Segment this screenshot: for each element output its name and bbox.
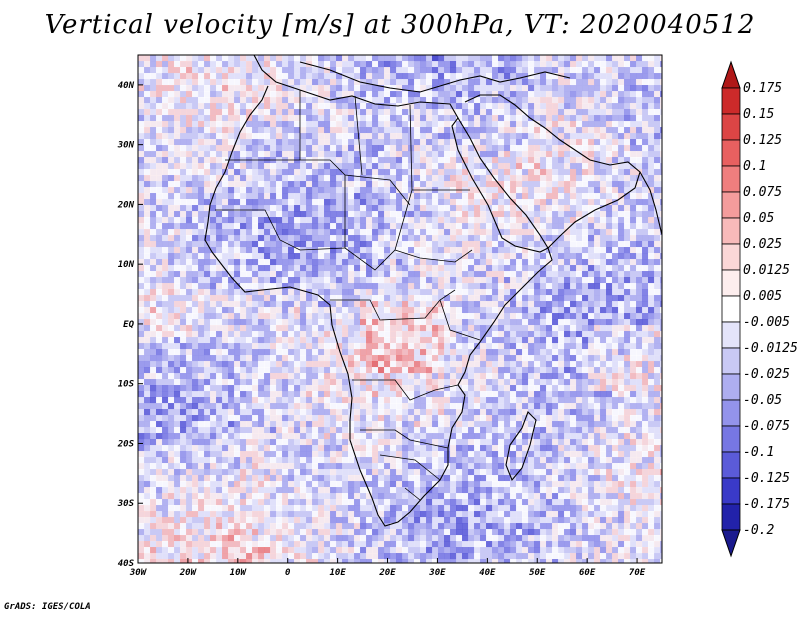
colorbar-label: -0.175 xyxy=(743,497,790,512)
page-title: Vertical velocity [m/s] at 300hPa, VT: 2… xyxy=(44,10,756,40)
colorbar-swatch xyxy=(721,477,741,505)
colorbar-label: -0.0125 xyxy=(743,341,798,356)
plot-frame xyxy=(137,54,663,564)
colorbar-label: -0.2 xyxy=(743,523,774,538)
latitude-axis: 40N 30N 20N 10N EQ 10S 20S 30S 40S xyxy=(117,81,143,569)
lon-label: 30W xyxy=(129,568,148,578)
lon-label: 40E xyxy=(479,568,496,578)
lat-label: 10N xyxy=(118,260,135,270)
lat-label: 30N xyxy=(117,141,135,151)
colorbar-swatch xyxy=(721,503,741,531)
lat-label: 20S xyxy=(117,439,135,449)
colorbar-swatch xyxy=(721,269,741,297)
colorbar-swatch xyxy=(721,87,741,115)
lon-label: 10E xyxy=(329,568,346,578)
mediterranean-coastline xyxy=(299,61,571,93)
colorbar-swatch xyxy=(721,399,741,427)
colorbar-label: 0.125 xyxy=(743,133,782,148)
colorbar-label: 0.0125 xyxy=(743,263,790,278)
lat-label: 30S xyxy=(117,499,135,509)
colorbar-swatch xyxy=(721,451,741,479)
coastlines xyxy=(204,55,662,527)
lon-label: 20E xyxy=(378,568,396,578)
country-borders xyxy=(215,90,481,501)
colorbar-swatch xyxy=(721,217,741,245)
lon-label: 10W xyxy=(230,568,248,578)
lat-label: 40N xyxy=(118,81,135,91)
colorbar-swatch xyxy=(721,295,741,323)
colorbar-swatch xyxy=(721,139,741,167)
colorbar-swatch xyxy=(721,425,741,453)
africa-coastline xyxy=(204,55,553,527)
colorbar-label: -0.005 xyxy=(743,315,790,330)
lat-label: 10S xyxy=(118,380,135,390)
colorbar-swatch xyxy=(721,165,741,193)
lat-label: 40S xyxy=(118,559,135,569)
colorbar-swatch xyxy=(721,321,741,349)
colorbar-swatch xyxy=(721,243,741,271)
colorbar-label: 0.05 xyxy=(743,211,774,226)
colorbar-swatch xyxy=(721,113,741,141)
lon-label: 30E xyxy=(428,568,446,578)
colorbar-label: 0.025 xyxy=(743,237,782,252)
grads-credit: GrADS: IGES/COLA xyxy=(4,602,91,612)
lon-label: 70E xyxy=(629,568,646,578)
colorbar-swatch xyxy=(721,347,741,375)
colorbar-label: -0.05 xyxy=(743,393,782,408)
colorbar-label: -0.025 xyxy=(743,367,790,382)
arabia-coastline xyxy=(457,94,641,249)
lon-label: 50E xyxy=(529,568,546,578)
colorbar-swatch xyxy=(721,373,741,401)
colorbar-label: 0.1 xyxy=(743,159,766,174)
colorbar-label: 0.15 xyxy=(743,107,774,122)
longitude-axis: 30W 20W 10W 0 10E 20E 30E 40E 50E 60E 70E xyxy=(129,558,646,578)
lat-label: EQ xyxy=(123,320,134,330)
colorbar-label: -0.125 xyxy=(743,471,790,486)
lon-label: 60E xyxy=(579,568,596,578)
colorbar-label: -0.075 xyxy=(743,419,790,434)
madagascar-coastline xyxy=(505,411,537,482)
lon-label: 0 xyxy=(285,568,291,578)
colorbar-label: -0.1 xyxy=(743,445,774,460)
india-coastline xyxy=(639,171,662,236)
lat-label: 20N xyxy=(117,200,135,210)
colorbar: 0.175 0.15 0.125 0.1 0.075 0.05 0.025 0.0125 0.0… xyxy=(721,60,798,558)
colorbar-top-arrow xyxy=(721,60,741,89)
colorbar-label: 0.075 xyxy=(743,185,782,200)
colorbar-label: 0.005 xyxy=(743,289,782,304)
colorbar-swatch xyxy=(721,191,741,219)
velocity-field xyxy=(138,55,662,563)
lon-label: 20W xyxy=(179,568,198,578)
colorbar-bottom-arrow xyxy=(721,529,741,558)
colorbar-label: 0.175 xyxy=(743,81,782,96)
